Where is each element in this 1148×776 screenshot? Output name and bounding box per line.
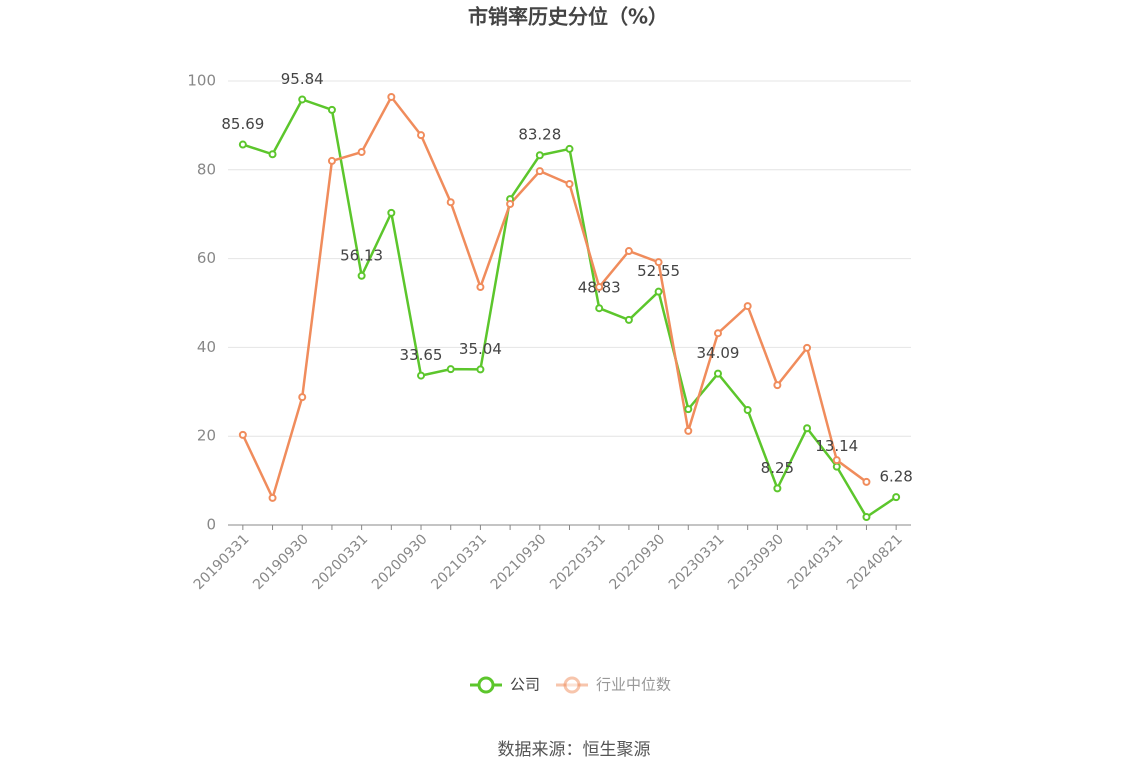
- data-label: 83.28: [518, 126, 561, 144]
- point: [327, 156, 336, 165]
- point: [357, 271, 366, 280]
- series-line: [242, 97, 897, 519]
- point: [476, 283, 485, 292]
- point: [803, 343, 812, 352]
- data-label: 52.55: [637, 262, 680, 280]
- x-tick-label: 20200930: [369, 531, 431, 593]
- x-tick-label: 20220930: [607, 531, 669, 593]
- point: [892, 493, 901, 502]
- data-label: 85.69: [221, 115, 264, 133]
- point: [535, 151, 544, 160]
- x-tick-label: 20240331: [785, 531, 847, 593]
- data-label: 6.28: [879, 468, 912, 486]
- point: [832, 462, 841, 471]
- point: [595, 283, 604, 292]
- point: [713, 369, 722, 378]
- point: [238, 430, 247, 439]
- x-tick-label: 20200331: [310, 531, 372, 593]
- x-tick-label: 20240821: [844, 531, 906, 593]
- point: [357, 148, 366, 157]
- point: [387, 92, 396, 101]
- data-label: 34.09: [697, 344, 740, 362]
- point: [417, 131, 426, 140]
- data-label: 56.13: [340, 246, 383, 264]
- x-tick-label: 20210930: [488, 531, 550, 593]
- x-tick-label: 20210331: [428, 531, 490, 593]
- point: [773, 381, 782, 390]
- data-label: 95.84: [281, 70, 324, 88]
- point: [684, 405, 693, 414]
- source: 数据来源：恒生聚源: [498, 740, 651, 760]
- y-tick-label: 100: [187, 72, 216, 90]
- y-tick-label: 20: [197, 427, 216, 445]
- data-label: 8.25: [761, 459, 794, 477]
- point: [298, 95, 307, 104]
- y-tick-label: 40: [197, 338, 216, 356]
- point: [327, 105, 336, 114]
- point: [803, 424, 812, 433]
- point: [595, 304, 604, 313]
- point: [268, 493, 277, 502]
- point: [684, 426, 693, 435]
- data-label: 33.65: [400, 346, 443, 364]
- point: [387, 208, 396, 217]
- point: [446, 198, 455, 207]
- y-tick-label: 0: [206, 516, 216, 534]
- point: [446, 365, 455, 374]
- point: [624, 315, 633, 324]
- point: [743, 302, 752, 311]
- point: [268, 150, 277, 159]
- point: [298, 393, 307, 402]
- x-tick-label: 20220331: [547, 531, 609, 593]
- point: [238, 140, 247, 149]
- point: [535, 167, 544, 176]
- series-line: [241, 94, 868, 502]
- legend-label: 行业中位数: [596, 676, 671, 694]
- legend-marker: [563, 676, 581, 694]
- x-tick-label: 20230930: [725, 531, 787, 593]
- x-tick-label: 20230331: [666, 531, 728, 593]
- point: [773, 484, 782, 493]
- x-tick-label: 20190331: [191, 531, 253, 593]
- point: [654, 287, 663, 296]
- data-label: 35.04: [459, 340, 502, 358]
- point: [506, 199, 515, 208]
- chart-title: 市销率历史分位（%）: [468, 5, 668, 29]
- point: [654, 258, 663, 267]
- point: [743, 406, 752, 415]
- point: [476, 365, 485, 374]
- point: [565, 180, 574, 189]
- point: [624, 247, 633, 256]
- point: [417, 371, 426, 380]
- data-label: 13.14: [815, 437, 858, 455]
- legend-label: 公司: [510, 676, 540, 694]
- legend-marker: [477, 676, 495, 694]
- x-tick-label: 20190930: [250, 531, 312, 593]
- point: [713, 329, 722, 338]
- y-tick-label: 80: [197, 160, 216, 178]
- point: [862, 513, 871, 522]
- point: [832, 456, 841, 465]
- y-tick-label: 60: [197, 249, 216, 267]
- point: [862, 477, 871, 486]
- point: [565, 144, 574, 153]
